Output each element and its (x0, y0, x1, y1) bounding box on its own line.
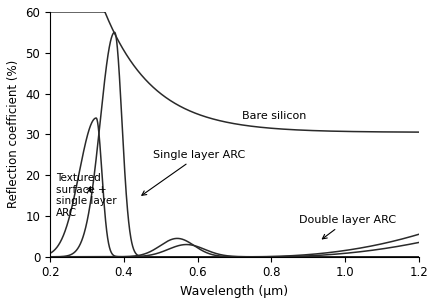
X-axis label: Wavelength (μm): Wavelength (μm) (180, 285, 288, 298)
Text: Textured
surface +
single layer
ARC: Textured surface + single layer ARC (56, 173, 116, 218)
Text: Bare silicon: Bare silicon (241, 111, 306, 121)
Text: Double layer ARC: Double layer ARC (298, 215, 395, 239)
Text: Single layer ARC: Single layer ARC (141, 150, 245, 195)
Y-axis label: Reflection coefficient (%): Reflection coefficient (%) (7, 60, 20, 209)
